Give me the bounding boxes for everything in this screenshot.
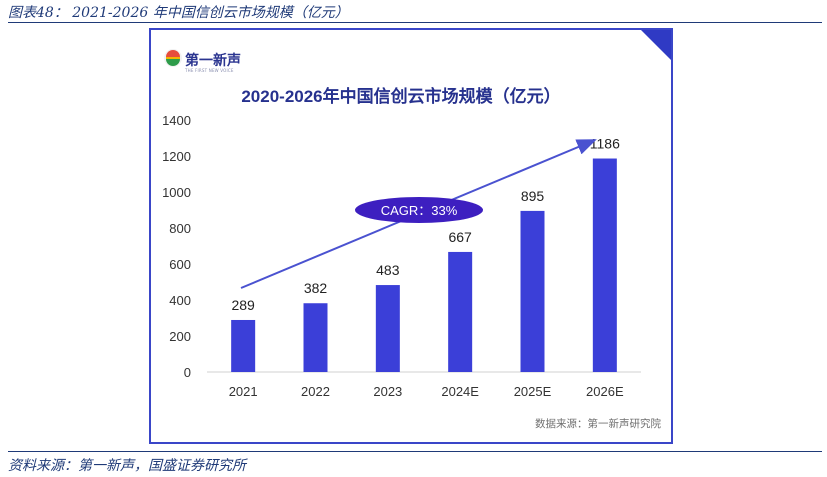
x-tick-label: 2026E — [586, 384, 624, 399]
y-axis: 0 200 400 600 800 1000 1200 1400 — [162, 113, 191, 380]
logo-tagline: THE FIRST NEW VOICE — [185, 68, 234, 73]
cagr-pill — [355, 197, 483, 223]
bar-value-label: 895 — [521, 188, 545, 204]
y-tick-label: 800 — [169, 221, 191, 236]
logo-icon — [164, 49, 182, 67]
value-labels: 289 382 483 667 895 1186 — [231, 136, 620, 313]
x-tick-label: 2025E — [514, 384, 552, 399]
bar-value-label: 667 — [448, 229, 472, 245]
corner-decoration — [639, 30, 671, 62]
bar — [375, 285, 400, 372]
x-tick-label: 2021 — [229, 384, 258, 399]
bar — [592, 158, 617, 372]
bar-chart: 2020-2026年中国信创云市场规模（亿元） 0 200 400 600 800 100… — [162, 86, 641, 399]
caption-divider-bottom — [8, 451, 822, 452]
source-caption: 资料来源：第一新声，国盛证券研究所 — [8, 458, 246, 474]
y-tick-label: 600 — [169, 257, 191, 272]
chart-title: 2020-2026年中国信创云市场规模（亿元） — [241, 86, 560, 106]
x-tick-label: 2024E — [441, 384, 479, 399]
bar-value-label: 382 — [304, 280, 328, 296]
bars — [231, 158, 617, 372]
y-tick-label: 1400 — [162, 113, 191, 128]
chart-frame: 第一新声 THE FIRST NEW VOICE 2020-2026年中国信创云… — [149, 28, 673, 444]
chart-data-source: 数据来源：第一新声研究院 — [535, 418, 661, 430]
y-tick-label: 200 — [169, 329, 191, 344]
x-tick-label: 2023 — [373, 384, 402, 399]
bar — [520, 210, 545, 372]
bar-value-label: 289 — [231, 297, 255, 313]
bar-value-label: 483 — [376, 262, 400, 278]
cagr-label: CAGR：33% — [381, 203, 458, 218]
logo-name: 第一新声 — [185, 53, 241, 69]
bar-value-label: 1186 — [590, 136, 620, 152]
x-tick-label: 2022 — [301, 384, 330, 399]
bar — [303, 303, 328, 372]
figure-caption: 图表48： 2021-2026 年中国信创云市场规模（亿元） — [8, 5, 349, 21]
y-tick-label: 400 — [169, 293, 191, 308]
x-axis: 2021 2022 2023 2024E 2025E 2026E — [229, 384, 624, 399]
y-tick-label: 0 — [184, 365, 191, 380]
y-tick-label: 1000 — [162, 185, 191, 200]
y-tick-label: 1200 — [162, 149, 191, 164]
bar — [448, 251, 473, 372]
bar — [231, 319, 256, 372]
caption-divider-top — [8, 22, 822, 23]
